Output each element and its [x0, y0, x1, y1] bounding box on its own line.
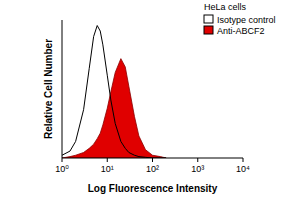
y-axis	[62, 20, 63, 158]
x-axis-label: Log Fluorescence Intensity	[88, 183, 218, 194]
legend-label: Anti-ABCF2	[217, 26, 265, 36]
x-tick	[152, 158, 153, 162]
x-tick-label: 10²	[146, 164, 159, 174]
x-tick	[197, 158, 198, 162]
x-tick-label: 10⁴	[236, 164, 250, 174]
y-axis-label: Relative Cell Number	[43, 39, 54, 139]
plot-area	[62, 26, 166, 158]
x-tick	[107, 158, 108, 162]
x-tick	[243, 158, 244, 162]
title: HeLa cells	[204, 2, 247, 12]
chart: 10⁰ 10¹ 10² 10³ 10⁴ Log Fluorescence Intensit…	[0, 0, 300, 200]
x-tick-label: 10⁰	[55, 164, 69, 174]
x-tick-label: 10³	[191, 164, 204, 174]
histogram-line	[62, 26, 166, 158]
legend-label: Isotype control	[217, 15, 276, 25]
histogram-area	[62, 59, 166, 158]
x-tick-label: 10¹	[101, 164, 114, 174]
legend-swatch	[204, 15, 213, 23]
legend-swatch	[204, 26, 213, 34]
x-tick	[62, 158, 63, 162]
